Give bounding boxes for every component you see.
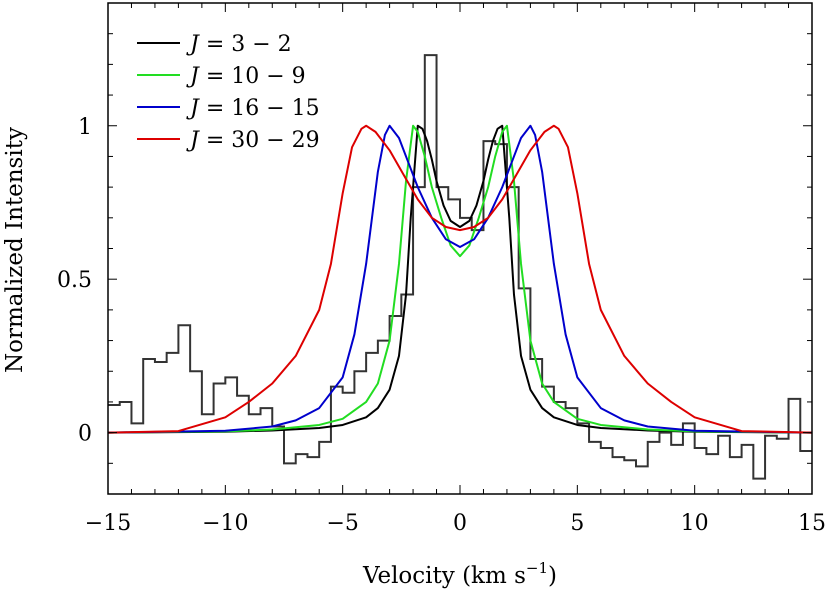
plot-area [108,54,812,480]
x-tick-label: 15 [798,511,826,536]
x-tick-label: 0 [453,511,467,536]
series-line-2 [108,124,812,434]
y-tick-label: 0.5 [57,268,92,293]
legend-label-3: J = 30 − 29 [186,128,320,153]
series-line-3 [108,124,812,434]
plot-clip-group [108,54,812,480]
x-tick-label: 10 [681,511,709,536]
x-axis-title: Velocity (km s−1) [362,559,557,589]
y-axis-title: Normalized Intensity [2,127,28,373]
y-tick-label: 0 [78,422,92,447]
axes: −15 −10 −5 0 5 10 15 0 0.5 1 [57,2,826,536]
observed-spectrum-histogram [108,54,812,480]
legend-label-2: J = 16 − 15 [186,96,320,121]
y-tick-label: 1 [78,115,92,140]
series-line-1 [108,124,812,434]
series-line-0 [108,124,812,434]
legend: J = 3 − 2 J = 10 − 9 J = 16 − 15 J = 30 − 2… [137,32,320,153]
x-tick-label: −5 [326,511,358,536]
x-tick-label: 5 [570,511,584,536]
legend-label-0: J = 3 − 2 [186,32,292,57]
x-tick-label: −15 [85,511,131,536]
legend-label-1: J = 10 − 9 [186,64,306,89]
x-tick-label: −10 [202,511,248,536]
